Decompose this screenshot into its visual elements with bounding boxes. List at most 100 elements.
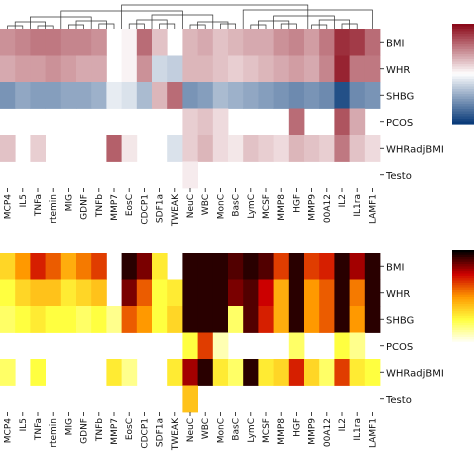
bottom-colorbar-step <box>452 301 474 305</box>
bottom-cell-4-18 <box>273 359 290 386</box>
column-dendrogram <box>7 4 373 29</box>
bottom-col-label: WBC <box>201 418 211 439</box>
bottom-cell-4-13 <box>197 359 214 386</box>
top-cell-1-3 <box>45 55 62 83</box>
top-cell-3-13 <box>197 108 214 136</box>
top-cell-1-0 <box>0 55 16 83</box>
bottom-col-label: TNFa <box>34 418 44 441</box>
top-cell-3-12 <box>182 108 198 136</box>
top-cell-1-19 <box>288 55 305 83</box>
top-col-label: CDCP1 <box>140 194 150 225</box>
top-colorbar-step <box>452 91 474 95</box>
top-cell-1-20 <box>304 55 320 83</box>
bottom-cell-2-19 <box>288 306 305 333</box>
top-colorbar-step <box>452 24 474 28</box>
bottom-cell-2-7 <box>106 306 122 333</box>
top-col-label: SDF1a <box>156 194 166 223</box>
bottom-cell-2-20 <box>304 306 320 333</box>
top-cell-4-0 <box>0 135 16 162</box>
top-cell-2-14 <box>212 82 229 109</box>
bottom-colorbar-step <box>452 271 474 275</box>
bottom-cell-1-1 <box>15 279 31 307</box>
top-cell-2-21 <box>319 82 335 109</box>
top-cell-4-22 <box>334 135 350 162</box>
top-colorbar-step <box>452 96 474 100</box>
bottom-col-label: MMP7 <box>110 418 120 445</box>
bottom-colorbar-step <box>452 266 474 270</box>
bottom-cell-2-0 <box>0 306 16 333</box>
bottom-cell-2-5 <box>76 306 92 333</box>
bottom-col-label: rtemin <box>49 418 59 448</box>
bottom-col-label: BasC <box>232 418 242 441</box>
bottom-cell-0-14 <box>212 253 229 280</box>
bottom-colorbar-step <box>452 306 474 310</box>
top-colorbar-step <box>452 101 474 105</box>
bottom-cell-4-11 <box>167 359 183 386</box>
bottom-cell-4-15 <box>228 359 244 386</box>
bottom-colorbar-step <box>452 329 474 333</box>
top-colorbar-step <box>452 116 474 120</box>
bottom-colorbar-step <box>452 252 474 256</box>
top-cell-1-17 <box>258 55 274 83</box>
bottom-cell-1-8 <box>121 279 138 307</box>
top-row-label: SHBG <box>386 91 414 102</box>
top-cell-0-6 <box>91 29 107 56</box>
dendrogram-link <box>273 15 335 29</box>
bottom-cell-1-21 <box>319 279 335 307</box>
top-colorbar-step <box>452 46 474 50</box>
bottom-cell-2-12 <box>182 306 198 333</box>
top-cell-1-24 <box>364 55 381 83</box>
bottom-cell-2-24 <box>364 306 381 333</box>
bottom-cell-4-24 <box>364 359 381 386</box>
top-colorbar-step <box>452 86 474 90</box>
bottom-colorbar-step <box>452 332 474 336</box>
top-cell-2-13 <box>197 82 214 109</box>
top-colorbar-step <box>452 94 474 98</box>
bottom-cell-4-8 <box>121 359 138 386</box>
top-cell-2-5 <box>76 82 92 109</box>
top-col-label: MMP9 <box>308 194 318 221</box>
top-cell-4-24 <box>364 135 381 162</box>
top-col-label: GDNF <box>80 194 90 220</box>
bottom-cell-0-15 <box>228 253 244 280</box>
bottom-cell-1-2 <box>30 279 46 307</box>
bottom-cell-4-14 <box>212 359 229 386</box>
top-cell-4-8 <box>121 135 138 162</box>
top-cell-2-24 <box>364 82 381 109</box>
top-cell-2-6 <box>91 82 107 109</box>
top-row-label: BMI <box>386 38 404 49</box>
bottom-cell-1-0 <box>0 279 16 307</box>
bottom-row-label: BMI <box>386 262 404 273</box>
top-cell-3-14 <box>212 108 229 136</box>
top-cell-1-23 <box>349 55 366 83</box>
bottom-cell-3-23 <box>349 332 366 360</box>
bottom-cell-1-10 <box>152 279 168 307</box>
bottom-cell-1-4 <box>60 279 77 307</box>
bottom-col-label: 00A12 <box>323 418 333 447</box>
bottom-col-label: CDCP1 <box>140 418 150 449</box>
top-cell-2-16 <box>243 82 259 109</box>
bottom-cell-2-18 <box>273 306 290 333</box>
bottom-cell-0-20 <box>304 253 320 280</box>
bottom-cell-0-5 <box>76 253 92 280</box>
bottom-cell-1-19 <box>288 279 305 307</box>
top-colorbar-step <box>452 34 474 38</box>
top-colorbar-step <box>452 31 474 35</box>
top-cell-3-22 <box>334 108 350 136</box>
top-colorbar-step <box>452 69 474 73</box>
top-cell-4-15 <box>228 135 244 162</box>
top-colorbar-step <box>452 71 474 75</box>
top-colorbar-step <box>452 81 474 85</box>
bottom-cell-2-23 <box>349 306 366 333</box>
bottom-cell-4-22 <box>334 359 350 386</box>
bottom-cell-0-0 <box>0 253 16 280</box>
top-cell-4-13 <box>197 135 214 162</box>
bottom-col-label: IL2 <box>338 418 348 431</box>
top-cell-0-13 <box>197 29 214 56</box>
top-cell-4-14 <box>212 135 229 162</box>
top-cell-0-1 <box>15 29 31 56</box>
top-cell-2-18 <box>273 82 290 109</box>
bottom-col-label: MMP9 <box>308 418 318 445</box>
top-colorbar-step <box>452 106 474 110</box>
top-cell-0-18 <box>273 29 290 56</box>
